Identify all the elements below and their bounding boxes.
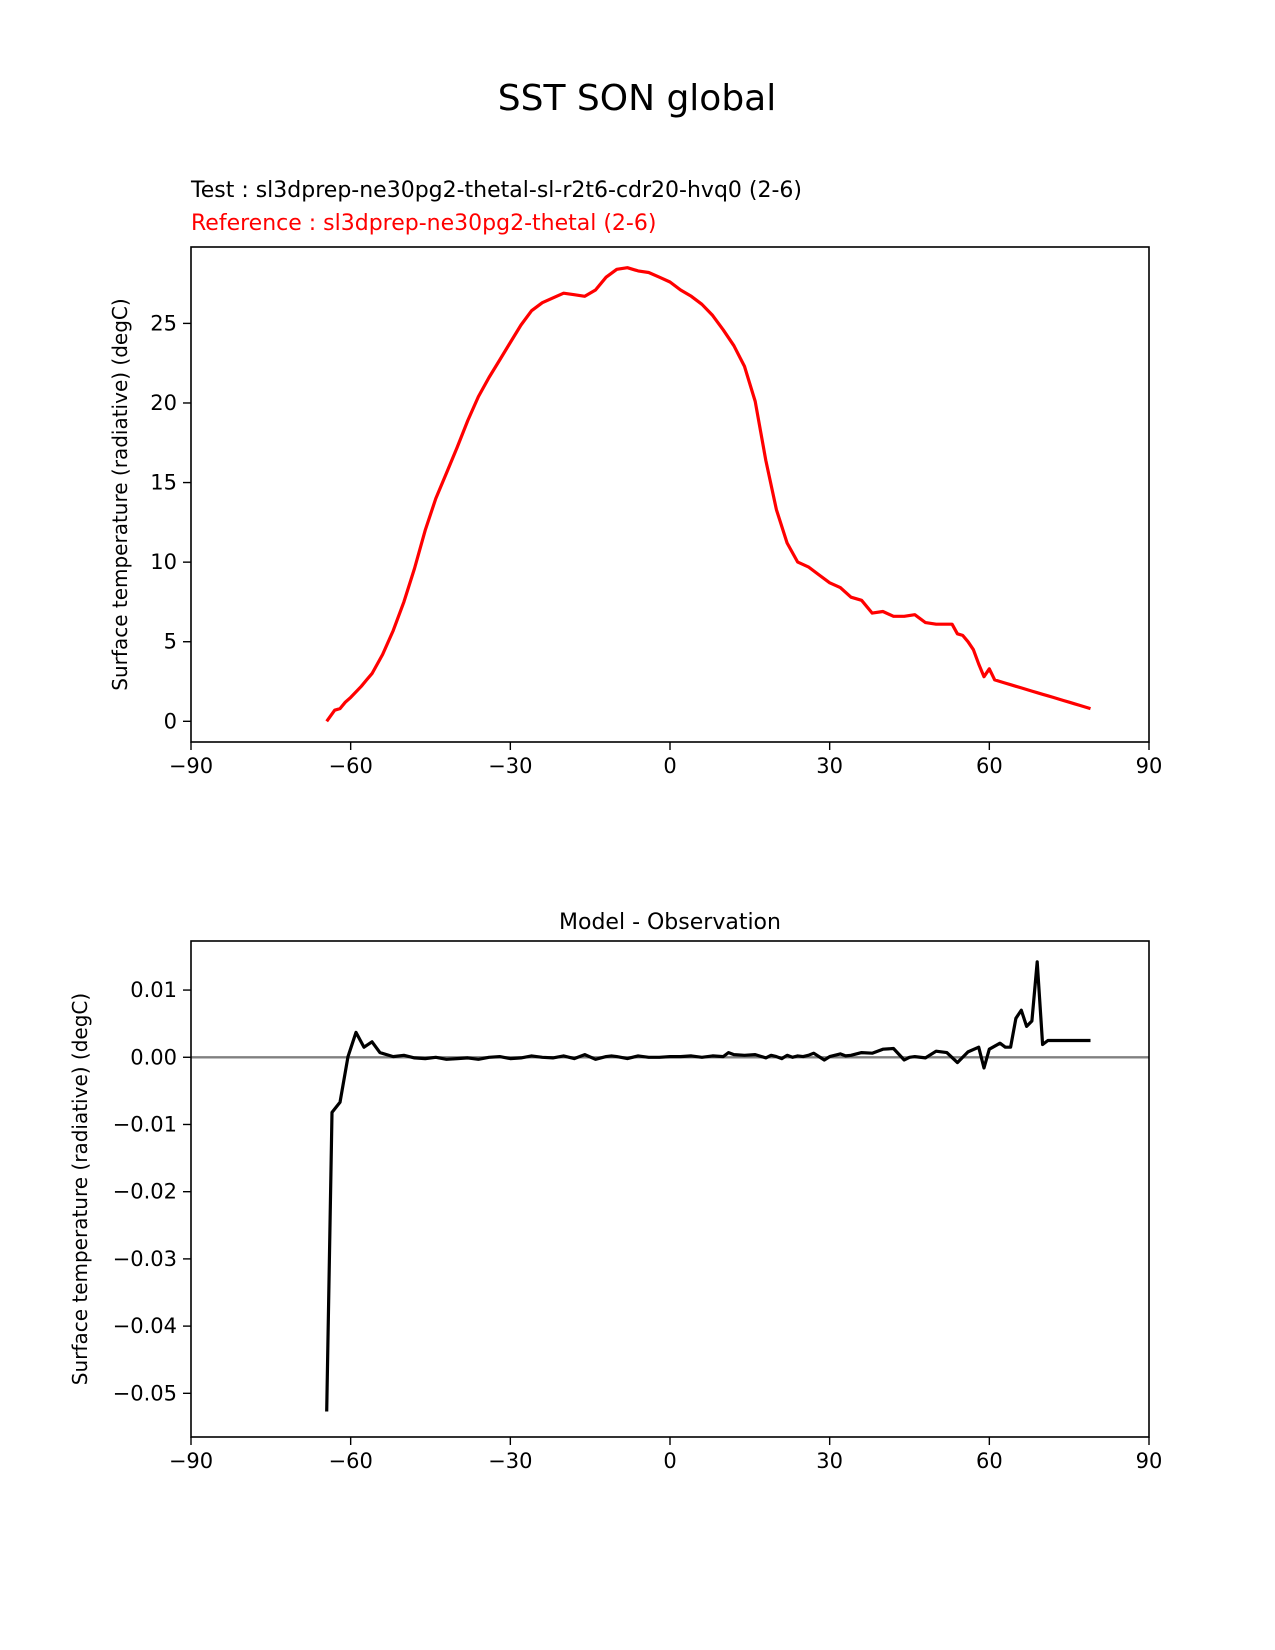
bottom-x-tick-label: −90 [169,1449,213,1473]
bottom-x-tick-label: 30 [816,1449,843,1473]
top-x-tick-label: −30 [488,754,532,778]
bottom-y-tick-label: −0.03 [113,1247,177,1271]
bottom-y-axis-label: Surface temperature (radiative) (degC) [68,993,92,1385]
bottom-x-tick-label: 0 [663,1449,676,1473]
bottom-y-tick-label: 0.00 [130,1045,177,1069]
reference-label: Reference : sl3dprep-ne30pg2-thetal (2-6… [191,211,656,236]
top-y-tick-label: 15 [150,471,177,495]
top-x-tick-label: 60 [976,754,1003,778]
top-y-tick-label: 5 [164,630,177,654]
top-y-tick-label: 10 [150,550,177,574]
top-y-axis-label: Surface temperature (radiative) (degC) [108,298,132,690]
bottom-panel-title: Model - Observation [559,910,781,935]
bottom-series-line-0 [325,960,1091,1412]
top-y-tick-label: 20 [150,391,177,415]
top-x-tick-label: 30 [816,754,843,778]
bottom-y-tick-label: −0.04 [113,1314,177,1338]
bottom-x-tick-label: 90 [1136,1449,1163,1473]
bottom-panel-difference: −90 −60 −30 0 30 60 90 −0.05 −0.04 −0.03 −0.02 −0.0… [68,910,1162,1473]
bottom-y-tick-label: −0.01 [113,1112,177,1136]
bottom-y-tick-label: 0.01 [130,978,177,1002]
top-series-line-0 [325,266,1091,723]
figure-suptitle: SST SON global [498,78,777,119]
test-label: Test : sl3dprep-ne30pg2-thetal-sl-r2t6-c… [190,178,802,203]
top-x-tick-label: 90 [1136,754,1163,778]
top-panel-climatology: −90 −60 −30 0 30 60 90 0 5 10 15 20 25 Surface temper… [108,246,1163,778]
top-y-tick-label: 25 [150,311,177,335]
top-x-tick-label: −90 [169,754,213,778]
bottom-y-tick-label: −0.05 [113,1381,177,1405]
top-x-tick-label: 0 [663,754,676,778]
bottom-x-tick-label: −60 [329,1449,373,1473]
bottom-x-tick-label: −30 [488,1449,532,1473]
top-y-tick-label: 0 [164,709,177,733]
bottom-x-tick-label: 60 [976,1449,1003,1473]
top-x-tick-label: −60 [329,754,373,778]
bottom-y-tick-label: −0.02 [113,1180,177,1204]
